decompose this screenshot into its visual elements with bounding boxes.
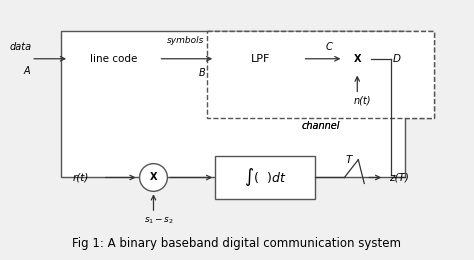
- Circle shape: [343, 45, 371, 73]
- Bar: [218, 37, 302, 81]
- Text: C: C: [326, 42, 333, 52]
- Bar: [207, 31, 434, 118]
- Text: LPF: LPF: [251, 54, 270, 64]
- Text: $s_1 - s_2$: $s_1 - s_2$: [145, 216, 174, 226]
- Bar: [61, 31, 405, 178]
- Text: channel: channel: [301, 121, 340, 131]
- Bar: [207, 31, 434, 118]
- Text: X: X: [150, 172, 157, 183]
- Text: data: data: [9, 42, 31, 52]
- Circle shape: [139, 164, 167, 191]
- Text: z(T): z(T): [389, 172, 409, 183]
- Text: D: D: [393, 54, 401, 64]
- Text: line code: line code: [90, 54, 137, 64]
- Bar: [69, 39, 158, 79]
- Text: B: B: [199, 68, 206, 78]
- Text: Fig 1: A binary baseband digital communication system: Fig 1: A binary baseband digital communi…: [73, 237, 401, 250]
- Text: X: X: [354, 54, 361, 64]
- Text: T: T: [345, 155, 352, 165]
- Bar: [215, 156, 315, 199]
- Text: A: A: [23, 66, 30, 76]
- Text: $\int(\ \ )dt$: $\int(\ \ )dt$: [244, 166, 286, 188]
- Text: channel: channel: [301, 121, 340, 131]
- Text: r(t): r(t): [73, 172, 89, 183]
- Text: symbols: symbols: [167, 36, 204, 46]
- Text: n(t): n(t): [354, 95, 371, 105]
